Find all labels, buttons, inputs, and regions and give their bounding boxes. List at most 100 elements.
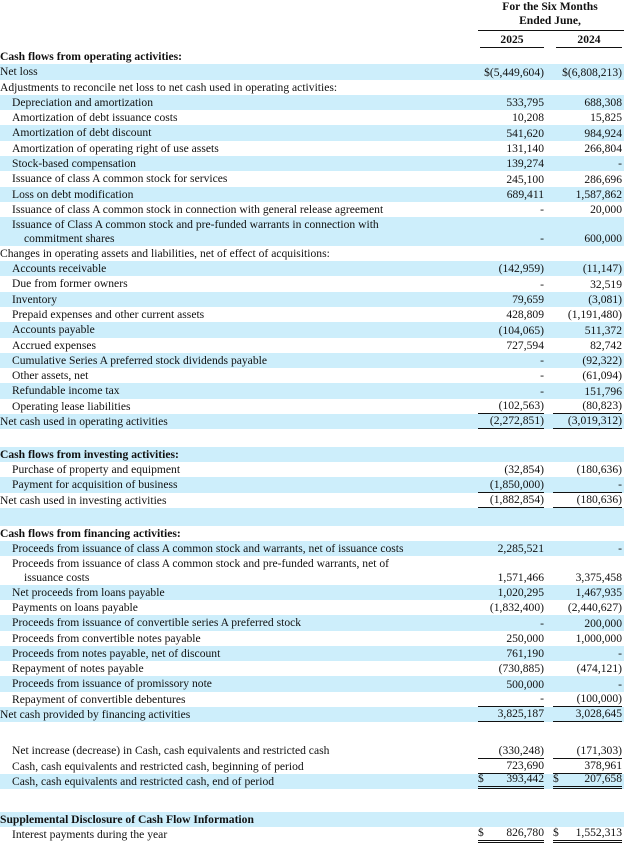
table-row: Accrued expenses 727,594 82,742	[0, 338, 624, 353]
row-label-text: Loss on debt modification	[12, 187, 134, 201]
value-text: 826,780	[506, 825, 544, 839]
value-2025: 1,020,295	[478, 586, 544, 600]
value-text: -	[540, 616, 544, 630]
row-label: Accounts payable	[12, 322, 95, 337]
row-label-text: Net cash used in investing activities	[0, 493, 167, 507]
row-label: Changes in operating assets and liabilit…	[0, 246, 330, 261]
spacer-row	[0, 722, 624, 743]
table-row: Stock-based compensation 139,274 -	[0, 156, 624, 172]
row-label-text: Cash flows from financing activities:	[0, 526, 181, 540]
table-row: Issuance of Class A common stock and pre…	[0, 217, 624, 246]
currency-symbol: $	[553, 772, 559, 786]
value-2025: -	[478, 369, 544, 383]
value-text: 533,795	[506, 96, 544, 110]
row-label: Cash flows from investing activities:	[0, 447, 179, 462]
table-row: Proceeds from issuance of class A common…	[0, 540, 624, 557]
value-2024: $207,658	[553, 772, 622, 790]
table-row: Net cash used in investing activities (1,…	[0, 493, 624, 509]
header-divider	[478, 30, 624, 31]
table-row: Interest payments during the year $826,78…	[0, 825, 624, 843]
section-header-row: Supplemental Disclosure of Cash Flow Inf…	[0, 812, 624, 828]
value-2025: -	[478, 232, 544, 246]
value-2024: (80,823)	[553, 399, 622, 415]
cash-flow-statement-table: Cash flows from operating activities: Net…	[0, 49, 624, 843]
row-label-text: Net loss	[0, 65, 38, 79]
value-2024: 1,000,000	[553, 632, 622, 646]
value-text: 511,372	[584, 323, 622, 337]
value-text: (92,322)	[582, 354, 622, 368]
row-label: Inventory	[12, 292, 57, 307]
value-2025: 3,825,187	[478, 707, 544, 723]
value-2024: 266,804	[553, 142, 622, 156]
value-2025: 727,594	[478, 339, 544, 353]
value-text: -	[618, 157, 622, 171]
value-text: 3,028,645	[575, 707, 622, 721]
value-text: 250,000	[506, 631, 544, 645]
table-row: Issuance of class A common stock in conn…	[0, 202, 624, 217]
row-label: Cumulative Series A preferred stock divi…	[12, 353, 267, 368]
row-label: Cash flows from operating activities:	[0, 49, 182, 64]
row-label-text: Proceeds from notes payable, net of disc…	[12, 646, 221, 660]
row-label: Net loss	[0, 64, 38, 79]
row-label: Net cash used in operating activities	[0, 414, 168, 429]
row-label-text: Issuance of class A common stock for ser…	[12, 172, 228, 186]
value-2025: (102,563)	[478, 399, 544, 415]
row-label-text: Accounts receivable	[12, 262, 107, 276]
value-2025: 79,659	[478, 293, 544, 307]
table-row: Proceeds from issuance of class A common…	[0, 556, 624, 585]
value-2024: -	[553, 647, 622, 661]
value-2024: (474,121)	[553, 662, 622, 676]
table-row: Amortization of debt discount 541,620 984,…	[0, 125, 624, 141]
value-text: (474,121)	[576, 662, 622, 676]
table-row: Amortization of debt issuance costs 10,20…	[0, 110, 624, 125]
row-label: Adjustments to reconcile net loss to net…	[0, 80, 337, 95]
row-label: Stock-based compensation	[12, 156, 136, 171]
value-text: 15,825	[590, 111, 622, 125]
value-text: 1,467,935	[575, 585, 622, 599]
row-label-text: Interest payments during the year	[12, 828, 168, 842]
value-text: (730,885)	[498, 662, 544, 676]
value-text: 200,000	[584, 616, 622, 630]
table-row: Depreciation and amortization 533,795 688,…	[0, 94, 624, 111]
table-row: Amortization of operating right of use a…	[0, 141, 624, 156]
row-label-text: Accrued expenses	[12, 338, 97, 352]
row-label: Proceeds from issuance of promissory not…	[12, 676, 212, 691]
value-text: 131,140	[506, 142, 544, 156]
value-2025: 245,100	[478, 173, 544, 187]
row-label: Supplemental Disclosure of Cash Flow Inf…	[0, 812, 254, 827]
table-row: Refundable income tax - 151,796	[0, 383, 624, 399]
currency-symbol: $	[478, 772, 484, 786]
table-row: Operating lease liabilities (102,563) (80,…	[0, 399, 624, 415]
row-label-text: Proceeds from issuance of class A common…	[12, 557, 390, 571]
row-label: Other assets, net	[12, 368, 88, 383]
value-2024: 286,696	[553, 173, 622, 187]
row-label: Due from former owners	[12, 276, 128, 291]
row-label: Proceeds from convertible notes payable	[12, 631, 201, 646]
table-row: Cash, cash equivalents and restricted ca…	[0, 772, 624, 790]
table-row: Purchase of property and equipment (32,85…	[0, 462, 624, 477]
value-2025: 1,571,466	[478, 571, 544, 585]
value-2024: (3,019,312)	[553, 414, 622, 430]
table-row: Cash, cash equivalents and restricted ca…	[0, 759, 624, 774]
row-label-text: Adjustments to reconcile net loss to net…	[0, 80, 338, 94]
value-text: (104,065)	[498, 323, 544, 337]
value-2025: -	[478, 203, 544, 217]
value-2024: 32,519	[553, 278, 622, 292]
row-label: Amortization of debt discount	[12, 125, 151, 140]
value-2024: (3,081)	[553, 293, 622, 307]
value-2025: (2,272,851)	[478, 414, 544, 430]
table-row: Repayment of notes payable (730,885) (474,…	[0, 661, 624, 676]
row-label-text: Purchase of property and equipment	[12, 463, 181, 477]
value-text: 727,594	[506, 338, 544, 352]
value-2024: 151,796	[553, 385, 622, 399]
value-text: (1,850,000)	[489, 477, 544, 491]
row-label-text: Issuance of Class A common stock and pre…	[12, 218, 379, 232]
row-label-text: Changes in operating assets and liabilit…	[0, 246, 330, 260]
table-row: Prepaid expenses and other current asset…	[0, 307, 624, 322]
value-2024: (171,303)	[553, 744, 622, 759]
row-label: Purchase of property and equipment	[12, 462, 180, 477]
value-text: 1,020,295	[497, 585, 544, 599]
value-text: (1,832,400)	[489, 601, 544, 615]
row-label-text: Stock-based compensation	[12, 157, 136, 171]
row-label: Proceeds from issuance of convertible se…	[12, 615, 301, 630]
